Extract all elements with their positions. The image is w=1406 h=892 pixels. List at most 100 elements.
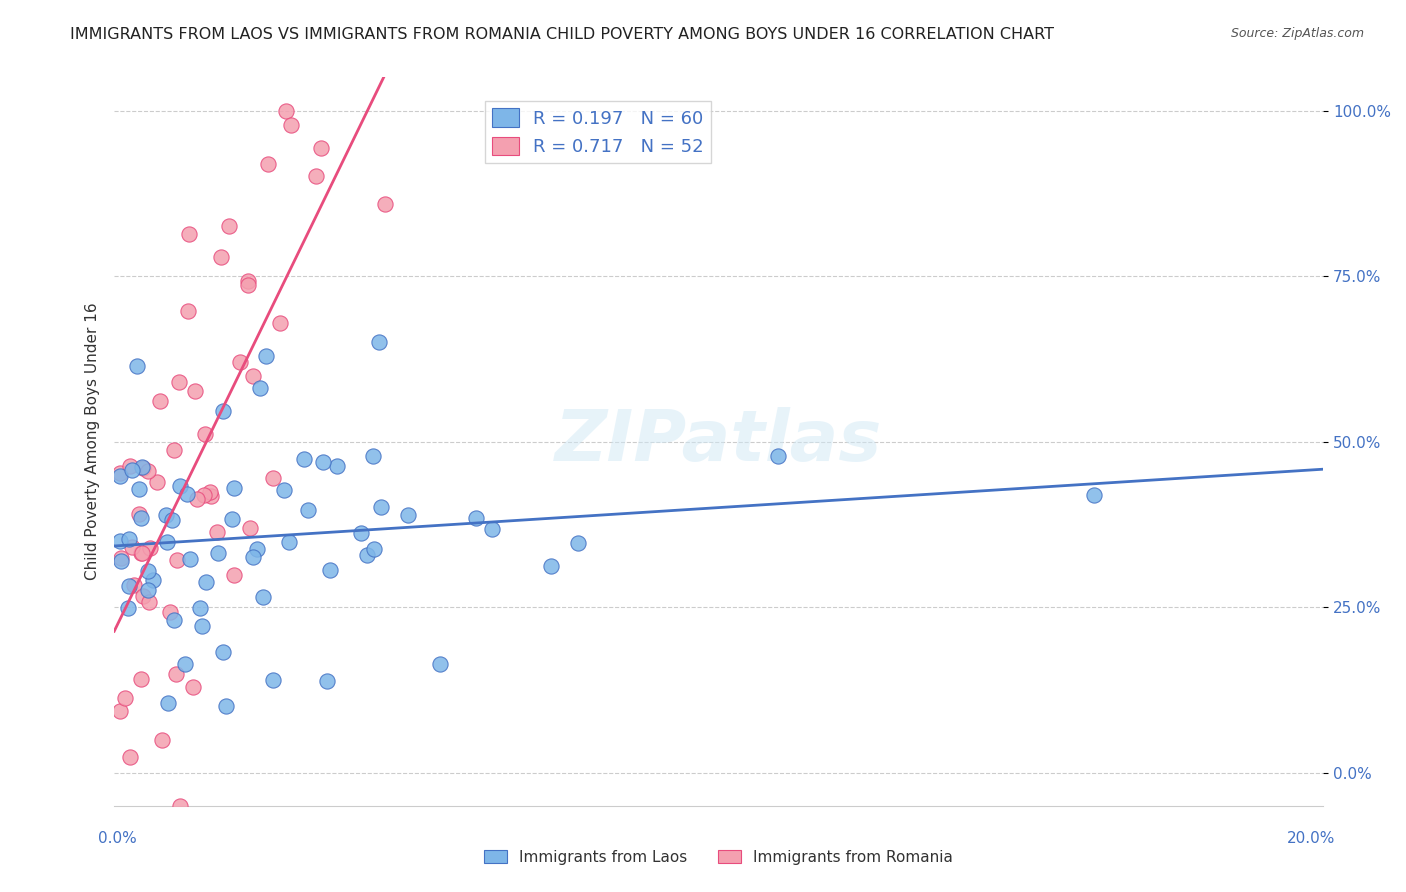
Point [110,554,132,568]
Point [177,227,200,242]
Point [256,157,278,171]
Point [131,510,153,524]
Point [162,513,184,527]
Text: 20.0%: 20.0% [1288,831,1336,846]
Point [142,573,165,587]
Point [269,316,291,330]
Point [139,541,162,556]
Point [481,522,503,536]
Point [118,750,141,764]
Text: 0.0%: 0.0% [98,831,138,846]
Point [262,471,284,485]
Point [167,375,190,389]
Point [278,535,301,549]
Point [297,502,319,516]
Point [159,605,181,619]
Point [110,466,132,480]
Point [132,461,155,475]
Text: Source: ZipAtlas.com: Source: ZipAtlas.com [1230,27,1364,40]
Point [110,469,132,483]
Point [367,335,389,350]
Point [304,169,326,183]
Point [370,500,392,514]
Point [186,492,208,507]
Point [110,704,132,718]
Point [236,278,259,293]
Point [117,532,139,546]
Point [276,103,298,118]
Point [200,489,222,503]
Point [114,690,136,705]
Point [280,118,302,132]
Point [156,534,179,549]
Point [188,600,211,615]
Point [766,450,789,464]
Point [150,732,173,747]
Point [129,672,152,686]
Point [252,590,274,604]
Point [110,551,132,566]
Point [166,553,188,567]
Point [350,525,373,540]
Point [198,484,221,499]
Point [242,369,264,384]
Point [183,681,205,695]
Point [315,673,337,688]
Point [262,673,284,687]
Point [136,564,159,578]
Point [163,443,186,458]
Point [193,488,215,502]
Point [128,507,150,521]
Point [136,464,159,478]
Point [374,196,396,211]
Point [169,798,191,813]
Point [157,696,180,710]
Point [540,558,562,573]
Point [146,475,169,489]
Point [127,359,149,373]
Legend: R = 0.197   N = 60, R = 0.717   N = 52: R = 0.197 N = 60, R = 0.717 N = 52 [485,101,711,163]
Point [136,582,159,597]
Point [117,601,139,615]
Text: ZIPatlas: ZIPatlas [555,407,883,476]
Point [128,482,150,496]
Point [238,521,260,535]
Point [131,546,153,560]
Point [218,219,240,233]
Point [326,459,349,474]
Point [177,304,200,318]
Point [163,613,186,627]
Point [122,578,145,592]
Point [236,274,259,288]
Point [312,455,335,469]
Y-axis label: Child Poverty Among Boys Under 16: Child Poverty Among Boys Under 16 [86,302,100,581]
Point [176,487,198,501]
Point [292,452,315,467]
Point [221,512,243,526]
Point [464,511,486,525]
Point [211,645,233,659]
Point [254,349,277,363]
Point [356,548,378,562]
Point [110,533,132,548]
Point [173,657,195,671]
Point [131,460,153,475]
Point [224,568,246,582]
Point [131,589,153,603]
Point [1083,487,1105,501]
Point [222,481,245,495]
Point [165,667,187,681]
Point [207,524,229,539]
Point [214,699,236,714]
Point [319,563,342,577]
Point [396,508,419,523]
Point [429,657,451,671]
Point [191,619,214,633]
Text: IMMIGRANTS FROM LAOS VS IMMIGRANTS FROM ROMANIA CHILD POVERTY AMONG BOYS UNDER 1: IMMIGRANTS FROM LAOS VS IMMIGRANTS FROM … [70,27,1054,42]
Point [209,250,232,264]
Point [129,546,152,560]
Point [169,479,191,493]
Point [195,574,218,589]
Point [242,550,264,565]
Point [207,546,229,560]
